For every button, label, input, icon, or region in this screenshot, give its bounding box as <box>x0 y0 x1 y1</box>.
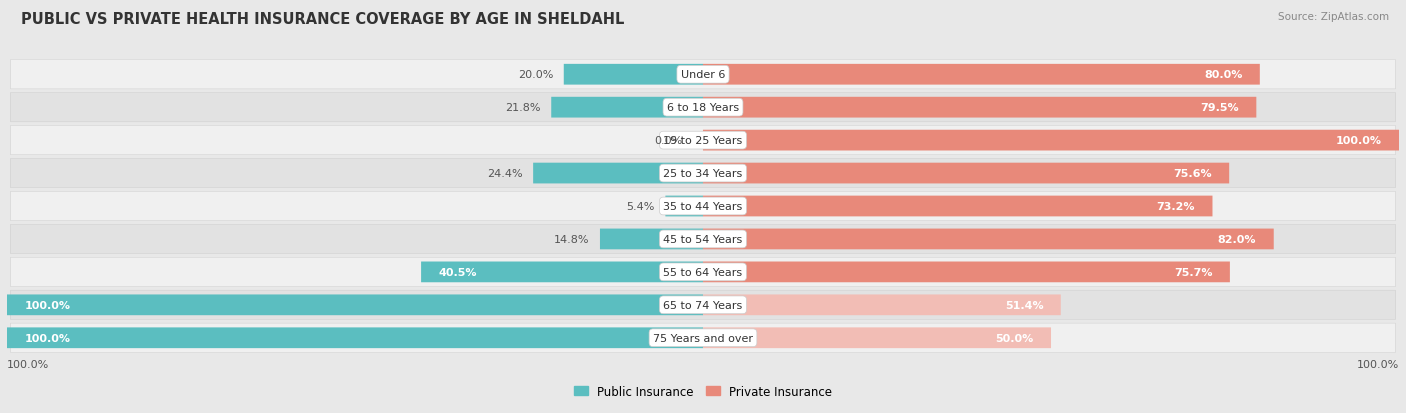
Text: 65 to 74 Years: 65 to 74 Years <box>664 300 742 310</box>
FancyBboxPatch shape <box>703 163 1229 184</box>
Text: 82.0%: 82.0% <box>1218 234 1257 244</box>
FancyBboxPatch shape <box>703 328 1052 348</box>
FancyBboxPatch shape <box>703 295 1060 316</box>
Text: 73.2%: 73.2% <box>1157 202 1195 211</box>
FancyBboxPatch shape <box>10 192 1396 221</box>
Text: 75 Years and over: 75 Years and over <box>652 333 754 343</box>
FancyBboxPatch shape <box>10 291 1396 319</box>
Text: 100.0%: 100.0% <box>24 300 70 310</box>
Text: 35 to 44 Years: 35 to 44 Years <box>664 202 742 211</box>
FancyBboxPatch shape <box>665 196 703 217</box>
FancyBboxPatch shape <box>10 323 1396 353</box>
FancyBboxPatch shape <box>10 93 1396 123</box>
FancyBboxPatch shape <box>703 65 1260 85</box>
Text: 0.0%: 0.0% <box>654 136 682 146</box>
Text: 19 to 25 Years: 19 to 25 Years <box>664 136 742 146</box>
Text: PUBLIC VS PRIVATE HEALTH INSURANCE COVERAGE BY AGE IN SHELDAHL: PUBLIC VS PRIVATE HEALTH INSURANCE COVER… <box>21 12 624 27</box>
Text: 100.0%: 100.0% <box>24 333 70 343</box>
FancyBboxPatch shape <box>10 126 1396 155</box>
FancyBboxPatch shape <box>10 324 1396 352</box>
Text: 14.8%: 14.8% <box>554 234 589 244</box>
Text: 100.0%: 100.0% <box>1357 359 1399 369</box>
FancyBboxPatch shape <box>7 328 703 348</box>
FancyBboxPatch shape <box>10 159 1396 188</box>
Text: 25 to 34 Years: 25 to 34 Years <box>664 169 742 179</box>
FancyBboxPatch shape <box>10 258 1396 287</box>
Text: 100.0%: 100.0% <box>7 359 49 369</box>
FancyBboxPatch shape <box>10 225 1396 254</box>
FancyBboxPatch shape <box>533 163 703 184</box>
FancyBboxPatch shape <box>10 258 1396 287</box>
FancyBboxPatch shape <box>703 97 1257 118</box>
FancyBboxPatch shape <box>10 94 1396 122</box>
Text: 45 to 54 Years: 45 to 54 Years <box>664 234 742 244</box>
FancyBboxPatch shape <box>600 229 703 250</box>
Text: 51.4%: 51.4% <box>1005 300 1043 310</box>
FancyBboxPatch shape <box>10 159 1396 188</box>
Text: 40.5%: 40.5% <box>439 267 477 277</box>
Text: 100.0%: 100.0% <box>1336 136 1382 146</box>
FancyBboxPatch shape <box>10 192 1396 221</box>
Text: 75.7%: 75.7% <box>1174 267 1212 277</box>
FancyBboxPatch shape <box>10 126 1396 155</box>
FancyBboxPatch shape <box>10 225 1396 254</box>
Legend: Public Insurance, Private Insurance: Public Insurance, Private Insurance <box>569 380 837 402</box>
FancyBboxPatch shape <box>10 61 1396 89</box>
FancyBboxPatch shape <box>703 229 1274 250</box>
FancyBboxPatch shape <box>422 262 703 282</box>
Text: 75.6%: 75.6% <box>1173 169 1212 179</box>
FancyBboxPatch shape <box>10 290 1396 320</box>
Text: 24.4%: 24.4% <box>486 169 523 179</box>
FancyBboxPatch shape <box>551 97 703 118</box>
Text: 20.0%: 20.0% <box>517 70 554 80</box>
Text: 21.8%: 21.8% <box>505 103 541 113</box>
FancyBboxPatch shape <box>7 295 703 316</box>
Text: 79.5%: 79.5% <box>1201 103 1239 113</box>
Text: 6 to 18 Years: 6 to 18 Years <box>666 103 740 113</box>
Text: 80.0%: 80.0% <box>1204 70 1243 80</box>
FancyBboxPatch shape <box>703 131 1399 151</box>
Text: 5.4%: 5.4% <box>627 202 655 211</box>
Text: Under 6: Under 6 <box>681 70 725 80</box>
FancyBboxPatch shape <box>10 60 1396 90</box>
FancyBboxPatch shape <box>703 262 1230 282</box>
Text: 55 to 64 Years: 55 to 64 Years <box>664 267 742 277</box>
FancyBboxPatch shape <box>564 65 703 85</box>
Text: Source: ZipAtlas.com: Source: ZipAtlas.com <box>1278 12 1389 22</box>
Text: 50.0%: 50.0% <box>995 333 1033 343</box>
FancyBboxPatch shape <box>703 196 1212 217</box>
